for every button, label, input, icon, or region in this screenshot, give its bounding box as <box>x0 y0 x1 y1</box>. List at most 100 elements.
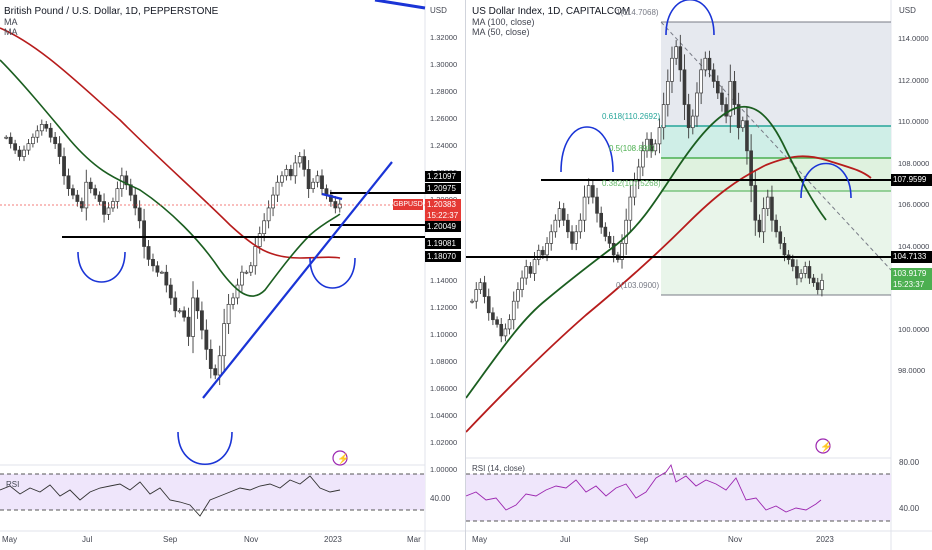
candle-body <box>790 259 795 267</box>
gbpusd-chart-pane[interactable]: ⚡ British Pound / U.S. Dollar, 1D, PEPPE… <box>0 0 466 550</box>
dxy-candles <box>470 34 824 343</box>
candle-body <box>191 297 195 337</box>
chart-title[interactable]: US Dollar Index, 1D, CAPITALCOM <box>472 6 631 17</box>
price-axis-label: 104.0000 <box>898 241 930 251</box>
time-axis-label: Sep <box>634 535 649 544</box>
left-shoulder-arc[interactable] <box>560 126 614 173</box>
candle-body <box>4 136 9 139</box>
lightning-icon[interactable] <box>815 438 831 454</box>
candle-body <box>39 124 44 132</box>
candle-body <box>745 120 749 152</box>
symbol-tag: GBPUSD <box>393 199 423 210</box>
right-shoulder-arc[interactable] <box>309 257 356 289</box>
fib-label-0382: 0.382(107.5268) <box>602 179 661 188</box>
candle-body <box>44 124 49 129</box>
candle-body <box>31 136 35 145</box>
dxy-chart-pane[interactable]: ⚡ US Dollar Index, 1D, CAPITALCOM MA (10… <box>466 0 932 550</box>
candle-body <box>703 57 708 71</box>
candle-body <box>503 328 508 337</box>
candle-body <box>691 115 695 129</box>
candle-body <box>603 226 608 237</box>
candle-body <box>578 219 583 233</box>
trendline-top[interactable] <box>374 0 426 10</box>
price-axis-label: 1.02000 <box>430 438 458 447</box>
rsi-label[interactable]: RSI (14, close) <box>472 464 525 473</box>
candle-body <box>795 266 799 279</box>
price-axis-label: 1.00000 <box>430 465 458 474</box>
candle-body <box>607 236 612 244</box>
candle-body <box>102 201 106 215</box>
price-axis-label: 112.0000 <box>898 75 929 85</box>
time-axis-label: 2023 <box>816 535 834 544</box>
price-axis-label: 1.14000 <box>430 276 458 285</box>
candle-body <box>666 81 670 105</box>
candle-body <box>26 143 31 151</box>
right-shoulder-arc[interactable] <box>800 162 852 199</box>
price-axis-label: 1.10000 <box>430 330 458 339</box>
dxy-chart-svg[interactable]: ⚡ <box>466 0 932 550</box>
level-label: 1.18070 <box>425 251 461 262</box>
candle-body <box>657 127 662 145</box>
last-price: 1.20383 <box>427 200 456 209</box>
candle-body <box>248 265 253 273</box>
candle-body <box>678 46 683 71</box>
chart-title[interactable]: British Pound / U.S. Dollar, 1D, PEPPERS… <box>4 6 219 17</box>
fib-zone-0382-0 <box>661 191 891 295</box>
candle-body <box>695 92 699 117</box>
candle-body <box>482 282 487 297</box>
left-shoulder-arc[interactable] <box>77 251 126 283</box>
level-label: 1.20049 <box>425 221 461 232</box>
ma-legend-100[interactable]: MA (100, close) <box>472 17 535 27</box>
level-label: 1.20975 <box>425 183 461 194</box>
fib-label-0: 0(103.0900) <box>616 281 660 290</box>
candle-body <box>315 175 320 183</box>
level-label: 1.19081 <box>425 238 461 249</box>
candle-body <box>782 243 787 256</box>
trendline-up[interactable] <box>202 161 393 399</box>
dxy-header: US Dollar Index, 1D, CAPITALCOM MA (100,… <box>472 6 630 37</box>
candle-body <box>815 282 820 290</box>
head-arc[interactable] <box>177 431 233 466</box>
candle-body <box>811 277 816 284</box>
candle-body <box>770 196 774 221</box>
candle-body <box>159 271 164 274</box>
time-axis-label: Mar <box>407 535 421 544</box>
candle-body <box>486 296 491 314</box>
candle-body <box>566 219 570 233</box>
candle-body <box>541 249 545 256</box>
lightning-icon[interactable] <box>332 450 348 466</box>
candle-body <box>591 185 595 198</box>
candle-body <box>724 104 728 117</box>
gbpusd-chart-svg[interactable]: ⚡ <box>0 0 466 550</box>
trendline-short[interactable] <box>321 192 343 201</box>
candle-body <box>532 259 537 274</box>
candle-body <box>200 310 204 331</box>
candle-body <box>217 355 222 376</box>
candle-body <box>765 196 770 209</box>
candle-body <box>549 231 554 244</box>
candle-body <box>728 81 733 117</box>
candle-body <box>271 194 275 209</box>
candle-body <box>641 150 645 168</box>
price-axis-label: 100.0000 <box>898 324 930 334</box>
rsi-label[interactable]: RSI <box>6 480 20 489</box>
candle-body <box>570 231 574 244</box>
candle-body <box>93 188 98 196</box>
candle-body <box>253 246 258 267</box>
level-label-104: 104.7133 <box>891 251 932 263</box>
candle-body <box>71 188 75 196</box>
candle-body <box>820 280 824 290</box>
candle-body <box>168 284 173 299</box>
candle-body <box>13 143 18 151</box>
candle-body <box>151 259 155 267</box>
candle-body <box>799 273 803 279</box>
candle-body <box>495 319 499 325</box>
ma-legend-1[interactable]: MA <box>4 17 18 27</box>
ma-legend-50[interactable]: MA (50, close) <box>472 27 530 37</box>
ma-legend-2[interactable]: MA <box>4 27 18 37</box>
candle-body <box>88 181 93 190</box>
price-axis-label: 1.08000 <box>430 357 458 366</box>
head-arc[interactable] <box>665 0 715 36</box>
price-axis-label: 98.0000 <box>898 366 926 375</box>
rsi-line <box>0 475 341 517</box>
